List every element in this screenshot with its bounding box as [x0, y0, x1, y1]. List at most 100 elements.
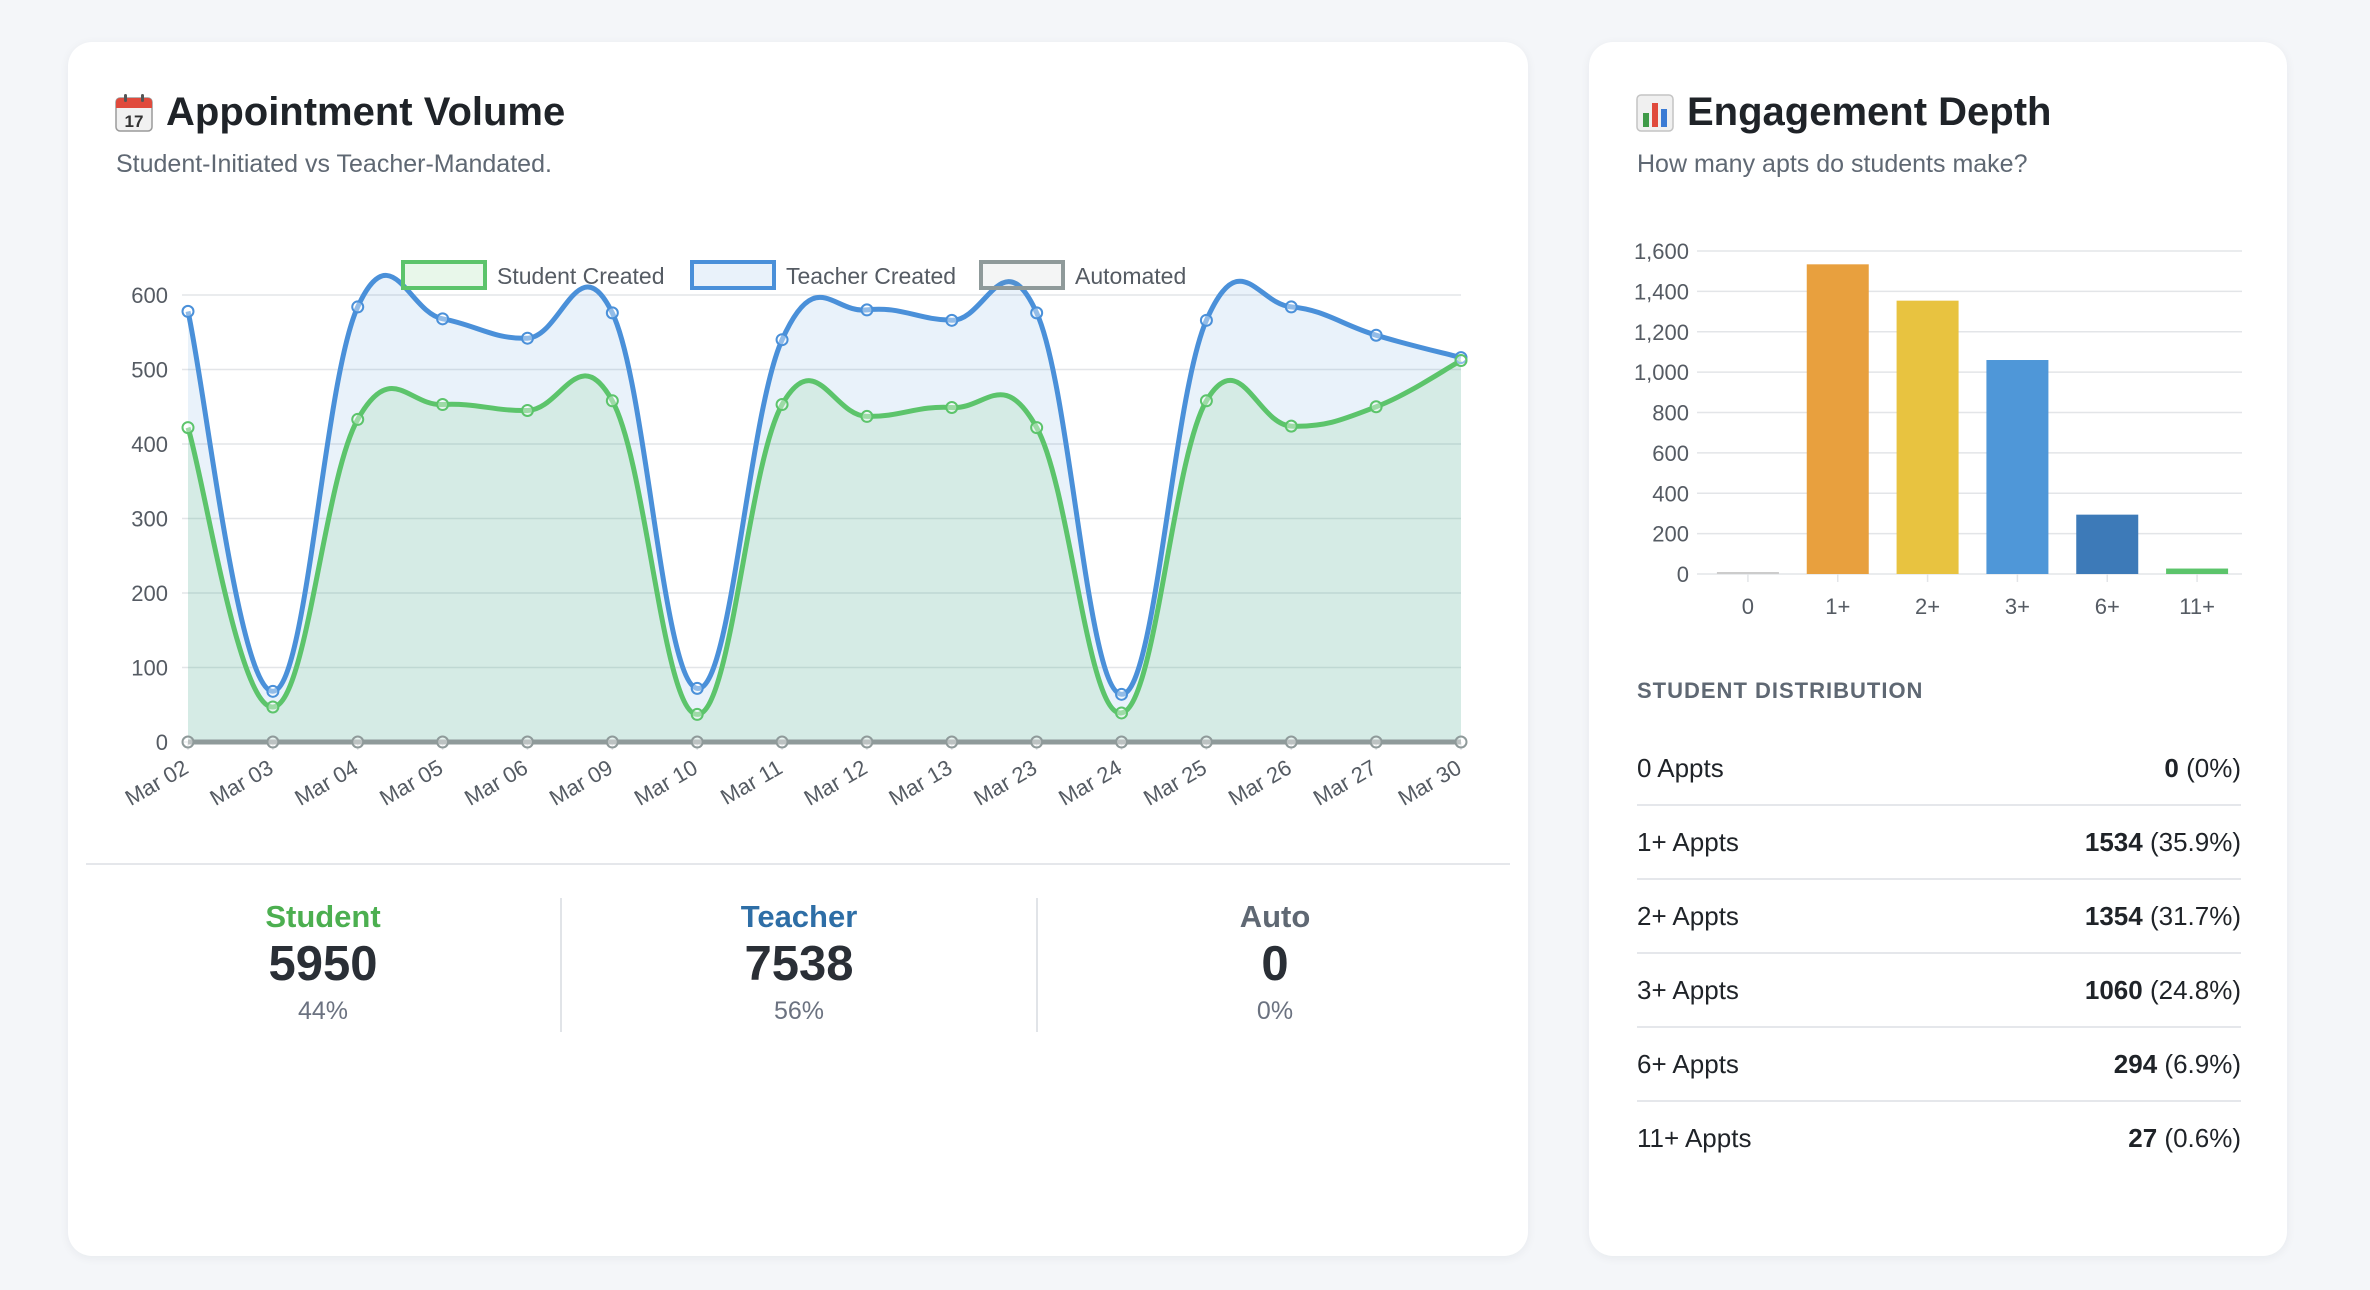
data-point[interactable] — [945, 735, 959, 749]
y-tick-label: 400 — [131, 432, 168, 457]
data-point[interactable] — [351, 412, 365, 426]
data-point[interactable] — [860, 303, 874, 317]
data-point[interactable] — [181, 421, 195, 435]
data-point[interactable] — [775, 333, 789, 347]
stat-auto: Auto 0 0% — [1038, 898, 1512, 1030]
data-point[interactable] — [945, 313, 959, 327]
stat-teacher-label: Teacher — [740, 899, 858, 934]
stat-auto-value: 0 — [1261, 937, 1289, 991]
data-point[interactable] — [945, 400, 959, 414]
data-point[interactable] — [436, 312, 450, 326]
data-point[interactable] — [775, 735, 789, 749]
data-point[interactable] — [266, 700, 280, 714]
data-point[interactable] — [351, 300, 365, 314]
x-tick-label: Mar 04 — [290, 755, 362, 811]
data-point[interactable] — [1115, 687, 1129, 701]
data-point[interactable] — [1454, 735, 1468, 749]
data-point[interactable] — [1030, 421, 1044, 435]
engagement-depth-card: Engagement Depth How many apts do studen… — [1589, 42, 2287, 1256]
bar[interactable] — [2076, 514, 2139, 574]
distribution-label: 11+ Appts — [1637, 1122, 1752, 1153]
bar[interactable] — [2166, 568, 2229, 574]
data-point[interactable] — [860, 735, 874, 749]
data-point[interactable] — [1115, 735, 1129, 749]
distribution-count: 0 — [2164, 752, 2179, 783]
bar[interactable] — [1986, 360, 2049, 574]
data-point[interactable] — [1369, 735, 1383, 749]
data-point[interactable] — [775, 398, 789, 412]
data-point[interactable] — [1030, 306, 1044, 320]
data-point[interactable] — [1369, 328, 1383, 342]
data-point[interactable] — [351, 735, 365, 749]
distribution-row: 0 Appts 0 (0%) — [1637, 732, 2241, 806]
depth-title-text: Engagement Depth — [1687, 90, 2052, 134]
y-tick-label: 200 — [1652, 522, 1689, 547]
bar[interactable] — [1896, 300, 1959, 574]
y-tick-label: 1,000 — [1634, 360, 1689, 385]
bar[interactable] — [1806, 264, 1869, 574]
engagement-bar-chart: 0 200 400 600 800 1,000 1,200 1,400 1,600 0 1+ 2+ 3+… — [1634, 239, 2242, 619]
y-tick-label: 0 — [1677, 562, 1689, 587]
legend-item[interactable]: Automated — [979, 260, 1186, 290]
stat-student: Student 5950 44% — [86, 898, 560, 1030]
x-tick-label: Mar 09 — [545, 755, 617, 811]
distribution-value: 294 (6.9%) — [2114, 1049, 2241, 1080]
volume-title: 17 Appointment Volume — [114, 90, 565, 135]
distribution-count: 1534 — [2084, 826, 2143, 857]
data-point[interactable] — [436, 735, 450, 749]
data-point[interactable] — [605, 735, 619, 749]
data-point[interactable] — [690, 707, 704, 721]
x-tick-label: Mar 25 — [1139, 755, 1211, 811]
data-point[interactable] — [1199, 735, 1213, 749]
legend-item[interactable]: Teacher Created — [690, 260, 956, 290]
y-tick-label: 600 — [1652, 441, 1689, 466]
x-tick-label: 11+ — [2179, 594, 2215, 619]
data-point[interactable] — [1454, 354, 1468, 368]
x-tick-label: 3+ — [2005, 594, 2030, 619]
data-point[interactable] — [436, 398, 450, 412]
bar-chart-icon — [1636, 93, 1674, 132]
data-point[interactable] — [1284, 419, 1298, 433]
data-point[interactable] — [1369, 400, 1383, 414]
data-point[interactable] — [520, 735, 534, 749]
distribution-label: 6+ Appts — [1637, 1048, 1739, 1079]
bar[interactable] — [1716, 572, 1779, 574]
data-point[interactable] — [1030, 735, 1044, 749]
distribution-pct: (31.7%) — [2149, 900, 2241, 931]
data-point[interactable] — [266, 684, 280, 698]
distribution-label: 0 Appts — [1637, 752, 1724, 783]
volume-subtitle: Student-Initiated vs Teacher-Mandated. — [116, 150, 552, 178]
legend-label: Student Created — [497, 263, 665, 289]
legend-item[interactable]: Student Created — [401, 260, 665, 290]
distribution-row: 6+ Appts 294 (6.9%) — [1637, 1028, 2241, 1102]
data-point[interactable] — [520, 331, 534, 345]
stat-separator — [560, 898, 562, 1032]
y-tick-label: 1,200 — [1634, 320, 1689, 345]
y-tick-label: 1,600 — [1634, 239, 1689, 264]
stat-teacher-pct: 56% — [773, 997, 825, 1025]
y-tick-label: 400 — [1652, 481, 1689, 506]
data-point[interactable] — [181, 304, 195, 318]
data-point[interactable] — [1199, 394, 1213, 408]
x-tick-label: Mar 03 — [206, 755, 278, 811]
volume-title-text: Appointment Volume — [166, 90, 566, 134]
data-point[interactable] — [605, 394, 619, 408]
x-tick-label: Mar 11 — [716, 755, 786, 810]
data-point[interactable] — [860, 409, 874, 423]
data-point[interactable] — [690, 681, 704, 695]
data-point[interactable] — [690, 735, 704, 749]
data-point[interactable] — [1284, 735, 1298, 749]
data-point[interactable] — [181, 735, 195, 749]
x-tick-label: 1+ — [1825, 594, 1850, 619]
data-point[interactable] — [1199, 313, 1213, 327]
calendar-icon: 17 — [115, 93, 153, 132]
distribution-row: 11+ Appts 27 (0.6%) — [1637, 1102, 2241, 1174]
data-point[interactable] — [605, 306, 619, 320]
data-point[interactable] — [1284, 300, 1298, 314]
data-point[interactable] — [1115, 706, 1129, 720]
legend-swatch — [979, 260, 1065, 290]
data-point[interactable] — [266, 735, 280, 749]
data-point[interactable] — [520, 403, 534, 417]
stat-teacher: Teacher 7538 56% — [562, 898, 1036, 1030]
x-tick-label: Mar 24 — [1054, 755, 1126, 811]
